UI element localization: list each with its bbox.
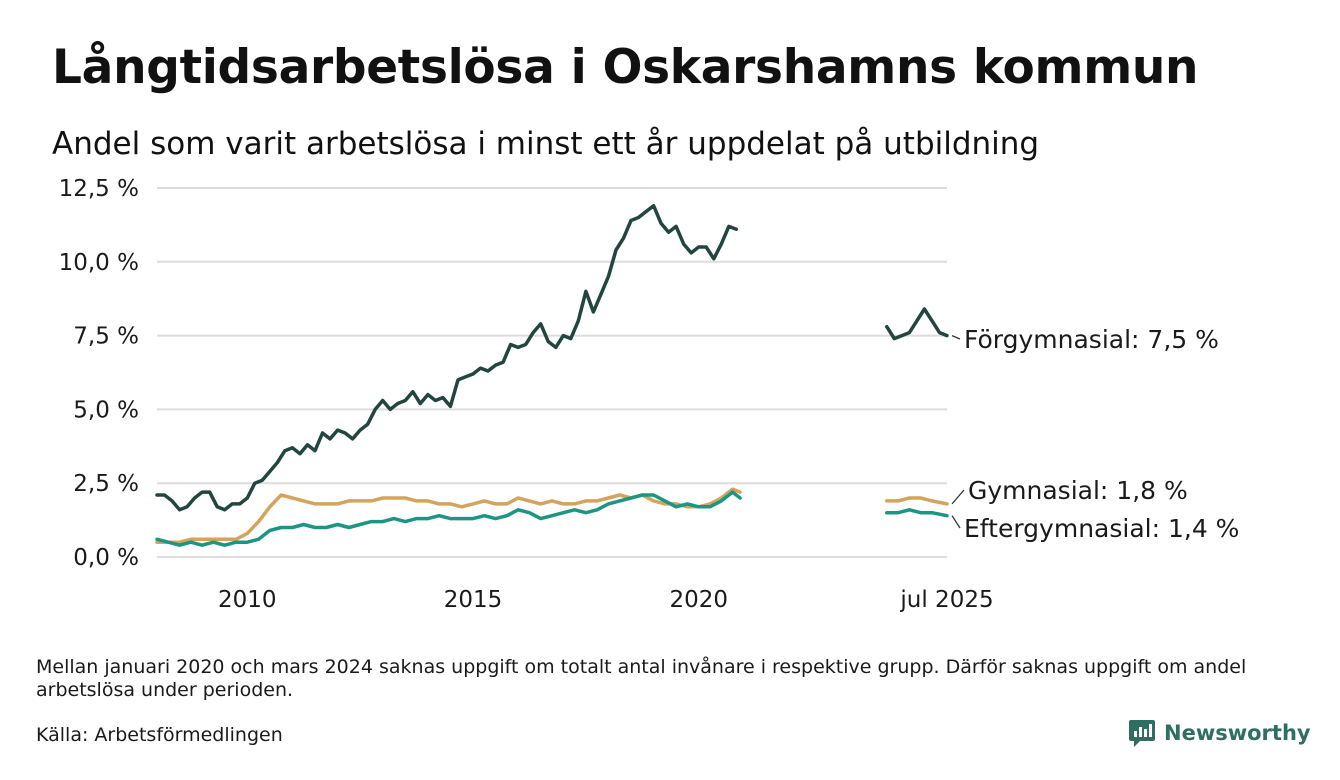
x-axis-ticks: 2010 2015 2020 jul 2025 — [218, 587, 994, 613]
y-axis-ticks: 0,0 % 2,5 % 5,0 % 7,5 % 10,0 % 12,5 % — [59, 176, 139, 571]
gridlines — [157, 187, 947, 558]
label-leader-line — [951, 335, 961, 340]
chart-title: Långtidsarbetslösa i Oskarshamns kommun — [52, 40, 1199, 95]
x-tick-label: 2010 — [218, 587, 277, 613]
y-tick-label: 10,0 % — [59, 250, 139, 276]
label-leader-line — [951, 489, 965, 505]
series-label-eftergymnasial: Eftergymnasial: 1,4 % — [964, 514, 1239, 543]
series-line-eftergymnasial — [155, 490, 742, 547]
series-end-labels: Förgymnasial: 7,5 % Gymnasial: 1,8 % Efter… — [951, 325, 1239, 543]
chart-subtitle: Andel som varit arbetslösa i minst ett å… — [52, 126, 1040, 162]
series-line-eftergymnasial — [885, 508, 949, 518]
y-tick-label: 12,5 % — [59, 176, 139, 202]
series-label-frgymnasial: Förgymnasial: 7,5 % — [964, 325, 1219, 354]
source-credit: Källa: Arbetsförmedlingen — [36, 724, 283, 746]
newsworthy-brand[interactable]: Newsworthy — [1128, 718, 1311, 748]
y-tick-label: 0,0 % — [73, 545, 139, 571]
newsworthy-logo-icon — [1129, 720, 1155, 747]
series-label-gymnasial: Gymnasial: 1,8 % — [968, 476, 1188, 505]
series-line-frgymnasial — [155, 203, 739, 512]
x-tick-label: jul 2025 — [899, 587, 993, 613]
x-tick-label: 2020 — [669, 587, 728, 613]
x-tick-label: 2015 — [444, 587, 503, 613]
series-line-gymnasial — [885, 496, 949, 506]
brand-name: Newsworthy — [1164, 721, 1311, 745]
y-tick-label: 2,5 % — [73, 471, 139, 497]
line-chart: 0,0 %2,5 %5,0 %7,5 %10,0 %12,5 % 2010 201… — [59, 176, 1240, 613]
y-tick-label: 5,0 % — [73, 397, 139, 423]
footnote: Mellan januari 2020 och mars 2024 saknas… — [36, 656, 1247, 701]
series-line-frgymnasial — [885, 307, 949, 341]
y-tick-label: 7,5 % — [73, 324, 139, 350]
series-line-gymnasial — [155, 487, 742, 544]
series-lines — [155, 203, 949, 547]
label-leader-line — [951, 515, 961, 529]
